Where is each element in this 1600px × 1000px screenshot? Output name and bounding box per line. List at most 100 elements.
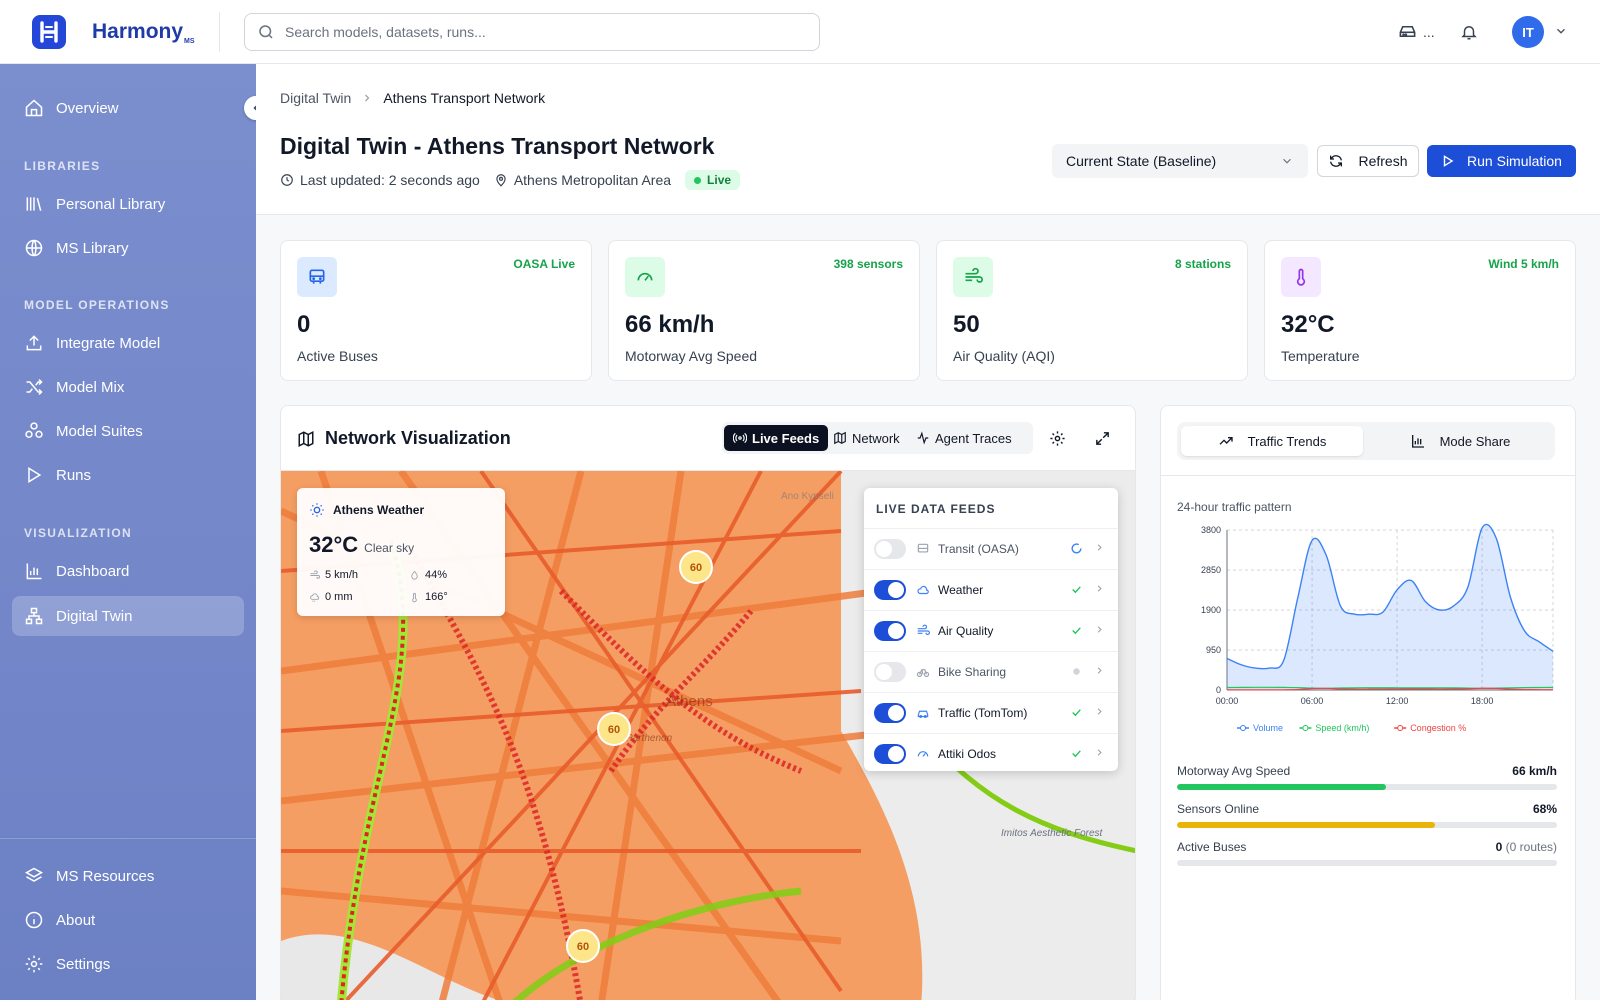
view-tabs: Live Feeds Network Agent Traces bbox=[722, 422, 1033, 454]
tab-network[interactable]: Network bbox=[824, 425, 909, 451]
search-icon bbox=[257, 23, 275, 41]
sidebar-item-model-suites[interactable]: Model Suites bbox=[12, 411, 244, 451]
bar-chart-icon bbox=[24, 561, 44, 581]
map-canvas[interactable]: Athens Parthenon Imitos Aesthetic Forest… bbox=[281, 471, 1135, 1000]
sidebar-item-ms-resources[interactable]: MS Resources bbox=[12, 856, 244, 896]
sidebar-item-runs[interactable]: Runs bbox=[12, 455, 244, 495]
sidebar-item-ms-library[interactable]: MS Library bbox=[12, 228, 244, 268]
sidebar-item-overview[interactable]: Overview bbox=[12, 88, 244, 128]
sidebar-item-about[interactable]: About bbox=[12, 900, 244, 940]
wind-icon bbox=[309, 569, 320, 581]
fullscreen-button[interactable] bbox=[1094, 430, 1111, 447]
map-settings-button[interactable] bbox=[1049, 430, 1066, 447]
trends-panel: Traffic Trends Mode Share 24-hour traffi… bbox=[1160, 405, 1576, 1000]
user-avatar[interactable]: IT bbox=[1512, 16, 1544, 48]
hard-drive-icon bbox=[1398, 22, 1417, 41]
feed-row-bike-sharing[interactable]: Bike Sharing bbox=[864, 651, 1118, 692]
map-label-parthenon: Parthenon bbox=[626, 733, 673, 744]
stat-label: Motorway Avg Speed bbox=[625, 348, 758, 364]
feed-toggle[interactable] bbox=[874, 662, 906, 682]
chevron-right-icon bbox=[1094, 665, 1105, 676]
speed-marker[interactable]: 60 bbox=[597, 712, 631, 746]
last-updated: Last updated: 2 seconds ago bbox=[280, 172, 480, 188]
location-text: Athens Metropolitan Area bbox=[513, 172, 672, 188]
speed-marker[interactable]: 60 bbox=[566, 929, 600, 963]
network-title-text: Network Visualization bbox=[325, 428, 511, 448]
globe-icon bbox=[24, 238, 44, 258]
brand-suffix: MS bbox=[184, 38, 195, 46]
stat-label: Active Buses bbox=[297, 348, 378, 364]
search-input[interactable] bbox=[285, 24, 785, 40]
panel-divider bbox=[1161, 475, 1575, 476]
run-simulation-label: Run Simulation bbox=[1467, 153, 1562, 169]
refresh-button[interactable]: Refresh bbox=[1317, 145, 1419, 177]
metric-suffix: (0 routes) bbox=[1505, 840, 1557, 854]
user-menu-toggle[interactable] bbox=[1554, 24, 1568, 38]
sidebar-item-label: Integrate Model bbox=[56, 334, 161, 352]
weather-header: Athens Weather bbox=[309, 502, 424, 518]
layers-icon bbox=[24, 866, 44, 886]
upload-icon bbox=[24, 333, 44, 353]
x-tick-label: 06:00 bbox=[1301, 696, 1324, 706]
tab-label: Live Feeds bbox=[752, 430, 820, 446]
feed-row-weather[interactable]: Weather bbox=[864, 569, 1118, 610]
topbar-divider bbox=[219, 12, 220, 52]
home-icon bbox=[24, 98, 44, 118]
last-updated-text: Last updated: 2 seconds ago bbox=[300, 172, 480, 188]
x-tick-label: 12:00 bbox=[1386, 696, 1409, 706]
trends-tabs: Traffic Trends Mode Share bbox=[1177, 422, 1555, 460]
metric-bar-fill bbox=[1177, 822, 1436, 828]
chevron-right-icon bbox=[1094, 624, 1105, 635]
y-tick-label: 2850 bbox=[1201, 565, 1221, 575]
sidebar-item-personal-library[interactable]: Personal Library bbox=[12, 184, 244, 224]
harmony-logo[interactable] bbox=[32, 15, 66, 49]
feed-row-traffic[interactable]: Traffic (TomTom) bbox=[864, 692, 1118, 733]
car-icon bbox=[916, 706, 930, 720]
notifications-button[interactable] bbox=[1460, 23, 1478, 41]
thermometer-icon bbox=[409, 592, 420, 603]
sidebar-item-settings[interactable]: Settings bbox=[12, 944, 244, 984]
stat-badge: 398 sensors bbox=[833, 257, 903, 271]
sidebar-item-model-mix[interactable]: Model Mix bbox=[12, 367, 244, 407]
page-meta: Last updated: 2 seconds ago Athens Metro… bbox=[280, 170, 741, 190]
scenario-select[interactable]: Current State (Baseline) bbox=[1052, 144, 1308, 178]
tab-traffic-trends[interactable]: Traffic Trends bbox=[1181, 426, 1363, 456]
location: Athens Metropolitan Area bbox=[494, 172, 671, 188]
weather-wind-value: 5 km/h bbox=[325, 569, 359, 581]
thermometer-icon bbox=[1281, 257, 1321, 297]
feed-row-attiki-odos[interactable]: Attiki Odos bbox=[864, 733, 1118, 774]
series-line bbox=[1226, 523, 1554, 670]
feed-toggle[interactable] bbox=[874, 744, 906, 764]
feed-toggle[interactable] bbox=[874, 580, 906, 600]
play-icon bbox=[24, 465, 44, 485]
tab-mode-share[interactable]: Mode Share bbox=[1369, 426, 1551, 456]
sidebar-item-digital-twin[interactable]: Digital Twin bbox=[12, 596, 244, 636]
gauge-icon bbox=[625, 257, 665, 297]
feed-toggle[interactable] bbox=[874, 539, 906, 559]
refresh-label: Refresh bbox=[1358, 153, 1408, 169]
sidebar-item-dashboard[interactable]: Dashboard bbox=[12, 551, 244, 591]
tab-agent-traces[interactable]: Agent Traces bbox=[907, 425, 1021, 451]
feed-toggle[interactable] bbox=[874, 621, 906, 641]
breadcrumb-parent[interactable]: Digital Twin bbox=[280, 90, 352, 106]
feed-row-air-quality[interactable]: Air Quality bbox=[864, 610, 1118, 651]
wind-icon bbox=[953, 257, 993, 297]
metric-bar bbox=[1177, 822, 1557, 828]
sidebar-item-integrate-model[interactable]: Integrate Model bbox=[12, 323, 244, 363]
weather-humidity-value: 44% bbox=[425, 569, 448, 581]
feed-name: Air Quality bbox=[938, 624, 994, 638]
chevron-right-icon bbox=[1094, 583, 1105, 594]
device-status[interactable]: ... bbox=[1398, 22, 1435, 41]
weather-rain-value: 0 mm bbox=[325, 591, 353, 603]
run-simulation-button[interactable]: Run Simulation bbox=[1427, 145, 1576, 177]
tab-live-feeds[interactable]: Live Feeds bbox=[724, 425, 829, 451]
page-title: Digital Twin - Athens Transport Network bbox=[280, 133, 715, 159]
section-libraries: LIBRARIES bbox=[24, 159, 101, 173]
feed-toggle[interactable] bbox=[874, 703, 906, 723]
feed-row-transit[interactable]: Transit (OASA) bbox=[864, 528, 1118, 569]
stat-label: Air Quality (AQI) bbox=[953, 348, 1055, 364]
speed-marker[interactable]: 60 bbox=[679, 550, 713, 584]
search-box[interactable] bbox=[244, 13, 820, 51]
legend-marker bbox=[1240, 725, 1246, 731]
y-tick-label: 3800 bbox=[1201, 525, 1221, 535]
